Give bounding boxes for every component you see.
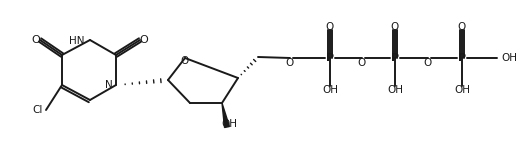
Text: O: O xyxy=(424,58,432,68)
Text: OH: OH xyxy=(322,85,338,95)
Text: OH: OH xyxy=(454,85,470,95)
Text: O: O xyxy=(458,22,466,32)
Text: P: P xyxy=(458,53,466,63)
Text: OH: OH xyxy=(387,85,403,95)
Text: O: O xyxy=(358,58,366,68)
Text: O: O xyxy=(181,56,189,66)
Polygon shape xyxy=(222,103,229,128)
Text: O: O xyxy=(139,35,148,45)
Text: O: O xyxy=(391,22,399,32)
Text: Cl: Cl xyxy=(33,105,43,115)
Text: P: P xyxy=(326,53,334,63)
Text: HN: HN xyxy=(68,36,84,46)
Text: N: N xyxy=(105,80,113,90)
Text: O: O xyxy=(326,22,334,32)
Text: OH: OH xyxy=(221,119,237,129)
Text: OH: OH xyxy=(501,53,517,63)
Text: O: O xyxy=(32,35,41,45)
Text: O: O xyxy=(286,58,294,68)
Text: P: P xyxy=(391,53,399,63)
